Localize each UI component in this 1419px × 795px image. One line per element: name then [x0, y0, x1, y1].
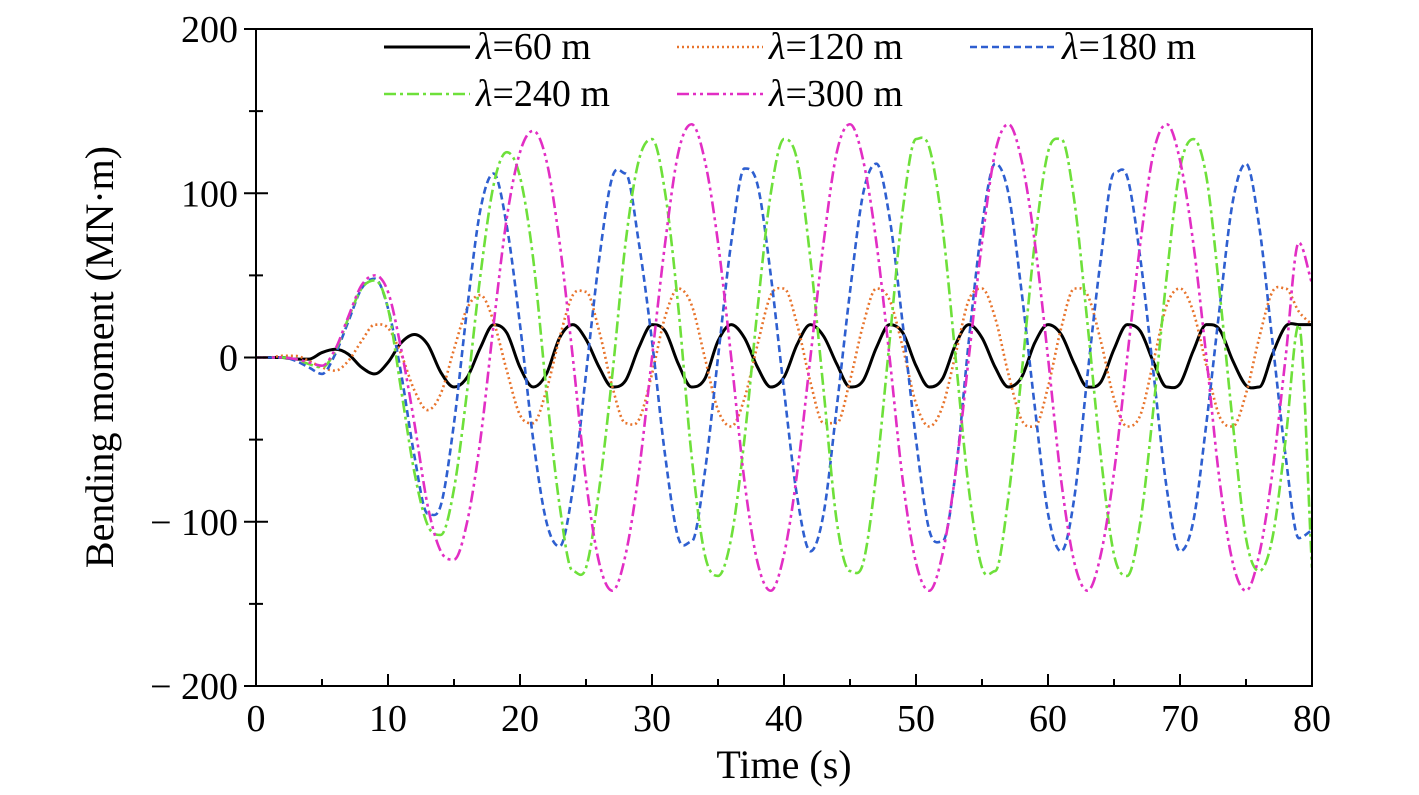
x-tick-label: 50 — [897, 698, 935, 740]
legend-label-symbol: λ — [475, 26, 492, 68]
y-tick-label: − 100 — [150, 502, 238, 544]
legend-entry-4: λ=240 m — [384, 73, 610, 115]
legend-label: λ=300 m — [768, 73, 903, 115]
legend-entry-1: λ=60 m — [384, 26, 591, 68]
y-tick-label: 0 — [219, 338, 238, 380]
legend-label-text: =300 m — [785, 73, 903, 115]
x-tick-label: 70 — [1161, 698, 1199, 740]
y-tick-label: 200 — [181, 9, 238, 51]
plot-area — [255, 28, 1313, 687]
legend-label: λ=180 m — [1061, 26, 1196, 68]
legend-entry-2: λ=120 m — [677, 26, 903, 68]
x-axis: 0 10 20 30 40 50 60 70 80 — [247, 674, 1331, 740]
legend-label: λ=120 m — [768, 26, 903, 68]
legend-label-symbol: λ — [1061, 26, 1078, 68]
y-axis-title: Bending moment (MN·m) — [77, 146, 122, 568]
x-tick-label: 30 — [633, 698, 671, 740]
legend-label: λ=240 m — [475, 73, 610, 115]
legend: λ=60 m λ=120 m λ=180 mλ=240 m λ=300 m — [384, 26, 1196, 115]
series-line-4 — [256, 136, 1312, 578]
series-line-1 — [256, 322, 1312, 390]
x-tick-label: 60 — [1029, 698, 1067, 740]
legend-label-symbol: λ — [768, 26, 785, 68]
x-tick-label: 20 — [501, 698, 539, 740]
series-layer — [256, 122, 1312, 593]
legend-label-text: =180 m — [1078, 26, 1196, 68]
series-line-2 — [256, 285, 1312, 429]
x-axis-title: Time (s) — [716, 742, 851, 787]
y-axis: 200 100 0 − 100 − 200 — [150, 9, 268, 708]
x-tick-label: 0 — [247, 698, 266, 740]
legend-label: λ=60 m — [475, 26, 591, 68]
legend-label-text: =120 m — [785, 26, 903, 68]
y-tick-label: 100 — [181, 173, 238, 215]
legend-label-symbol: λ — [768, 73, 785, 115]
legend-label-text: =240 m — [492, 73, 610, 115]
x-tick-label: 80 — [1293, 698, 1331, 740]
legend-label-text: =60 m — [492, 26, 591, 68]
y-tick-label: − 200 — [150, 666, 238, 708]
legend-entry-3: λ=180 m — [970, 26, 1196, 68]
x-tick-label: 10 — [369, 698, 407, 740]
legend-label-symbol: λ — [475, 73, 492, 115]
legend-entry-5: λ=300 m — [677, 73, 903, 115]
x-tick-label: 40 — [765, 698, 803, 740]
